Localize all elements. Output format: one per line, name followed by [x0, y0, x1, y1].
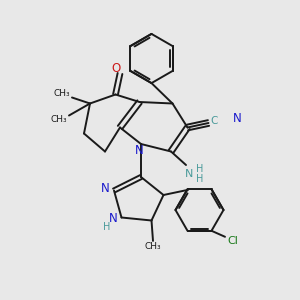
Text: N: N — [232, 112, 242, 125]
Text: O: O — [111, 61, 120, 75]
Text: N: N — [101, 182, 110, 196]
Text: N: N — [185, 169, 193, 179]
Text: Cl: Cl — [227, 236, 238, 246]
Text: H: H — [196, 173, 203, 184]
Text: H: H — [196, 164, 203, 175]
Text: N: N — [109, 212, 118, 226]
Text: N: N — [134, 144, 143, 157]
Text: CH₃: CH₃ — [50, 116, 67, 124]
Text: H: H — [103, 221, 110, 232]
Text: CH₃: CH₃ — [145, 242, 161, 251]
Text: C: C — [211, 116, 218, 127]
Text: CH₃: CH₃ — [53, 88, 70, 98]
